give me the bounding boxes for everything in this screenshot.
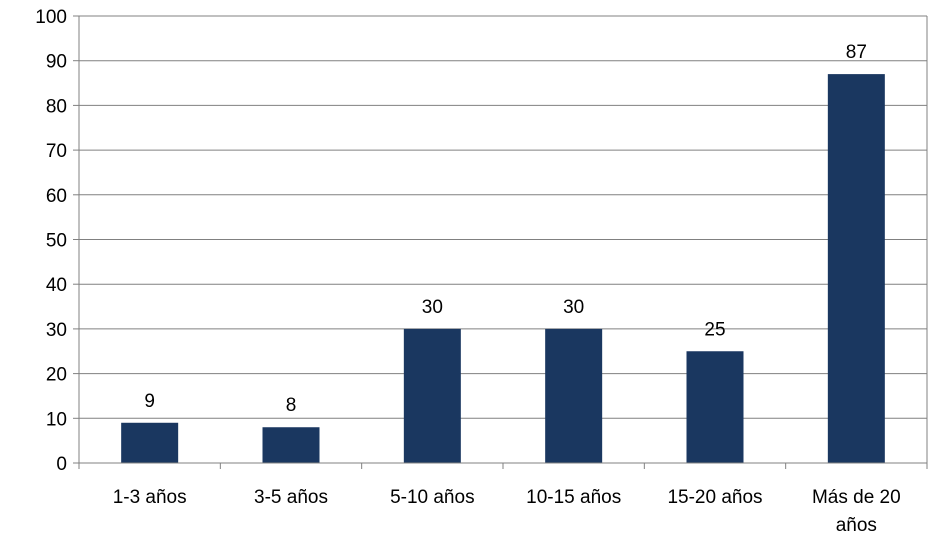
- y-tick-label: 70: [46, 141, 67, 162]
- y-tick-label: 90: [46, 52, 67, 73]
- axes: [73, 15, 928, 469]
- y-tick-label: 50: [46, 231, 67, 252]
- bar: [403, 328, 461, 463]
- y-tick-label: 60: [46, 186, 67, 207]
- bar: [686, 351, 744, 463]
- data-label: 25: [704, 319, 725, 340]
- bars: [121, 74, 885, 464]
- bar: [262, 427, 320, 463]
- bar: [827, 74, 885, 464]
- bar: [545, 328, 603, 463]
- x-tick-label: Más de 20: [812, 487, 901, 508]
- data-label: 8: [286, 395, 297, 416]
- data-label: 9: [144, 391, 155, 412]
- labels: 0 10 20 30 40 50 60 70 80 90 100 9 1-3 años 8 3-5 años…: [35, 7, 900, 536]
- y-tick-label: 10: [46, 409, 67, 430]
- y-tick-label: 20: [46, 365, 67, 386]
- x-tick-label: 10-15 años: [526, 487, 621, 508]
- y-tick-label: 30: [46, 320, 67, 341]
- y-tick-label: 0: [56, 454, 67, 475]
- y-tick-label: 80: [46, 96, 67, 117]
- bar: [121, 422, 179, 463]
- y-tick-label: 40: [46, 275, 67, 296]
- x-tick-label: 5-10 años: [390, 487, 475, 508]
- y-tick-label: 100: [35, 7, 67, 28]
- x-tick-label: años: [836, 515, 877, 536]
- x-tick-label: 3-5 años: [254, 487, 328, 508]
- gridlines: [79, 15, 927, 419]
- data-label: 87: [846, 42, 867, 63]
- data-label: 30: [422, 297, 443, 318]
- x-tick-label: 1-3 años: [113, 487, 187, 508]
- x-tick-label: 15-20 años: [667, 487, 762, 508]
- data-label: 30: [563, 297, 584, 318]
